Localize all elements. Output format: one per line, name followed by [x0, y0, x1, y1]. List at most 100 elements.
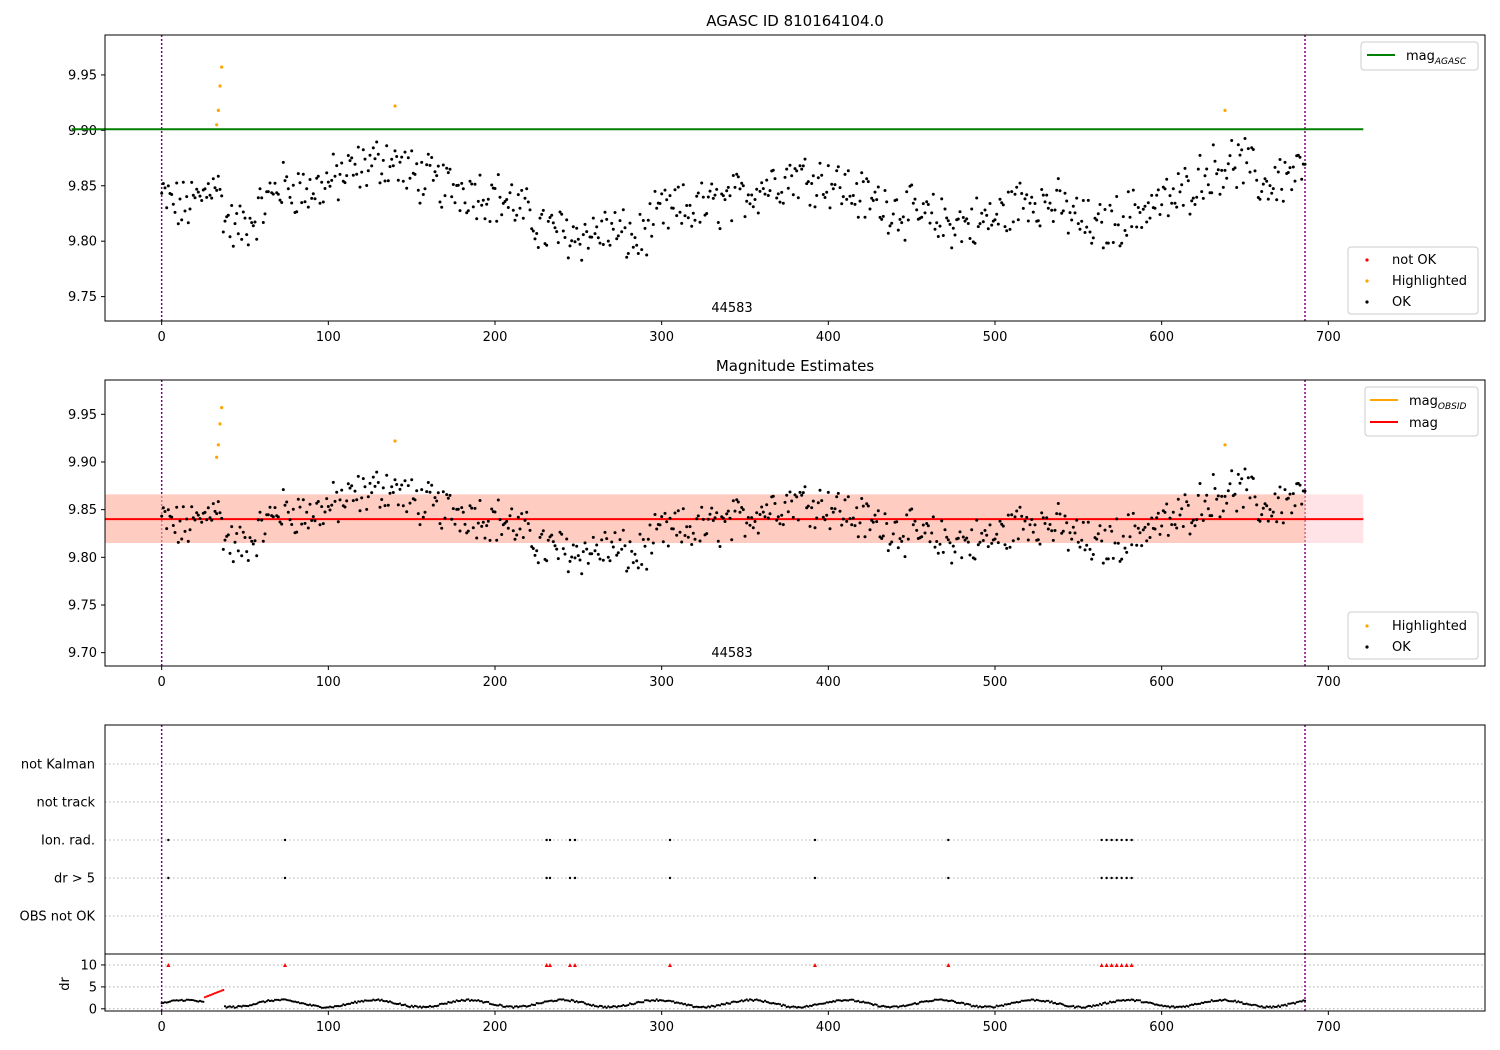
dr-point [417, 1006, 420, 1009]
dr-point [873, 1003, 877, 1006]
ok-point [995, 532, 999, 536]
dr-point [1253, 1003, 1257, 1006]
ok-point [800, 167, 804, 171]
ok-point [1186, 503, 1190, 507]
ok-point [1270, 191, 1274, 195]
ok-point [1266, 519, 1270, 523]
p1-xtick-label: 600 [1149, 330, 1174, 345]
ok-point [928, 221, 932, 225]
ok-point [868, 207, 872, 211]
dr-point [217, 990, 220, 994]
ok-point [738, 187, 742, 191]
ok-point [336, 198, 340, 202]
ok-point [671, 206, 675, 210]
ok-point [345, 499, 349, 503]
ok-point [881, 214, 885, 218]
ok-point [383, 504, 387, 508]
ok-point [250, 539, 254, 543]
dr-point [768, 1002, 772, 1005]
highlighted-point [215, 455, 219, 459]
ok-point [976, 225, 980, 229]
dr-point [518, 1005, 522, 1008]
ok-point [356, 145, 360, 149]
dr-point [737, 1000, 740, 1003]
ok-point [1058, 512, 1062, 516]
ok-point [1258, 519, 1262, 523]
ok-point [383, 179, 387, 183]
dr-point [608, 1006, 612, 1009]
dr-point [858, 1001, 862, 1004]
ok-point [826, 490, 830, 494]
ok-point [741, 184, 745, 188]
ok-point [520, 512, 524, 516]
ok-point [1236, 472, 1240, 476]
dr-point [928, 1000, 932, 1003]
dr-point [300, 1002, 303, 1005]
ok-point [1010, 513, 1014, 517]
ok-point [601, 558, 605, 562]
dr-point [1112, 1000, 1115, 1004]
ok-point [273, 181, 277, 185]
ok-point [680, 540, 684, 544]
p1-axes: 9.759.809.859.909.950 100 200 300 400 500 600 7… [68, 68, 1341, 345]
ok-point [813, 205, 817, 209]
ok-point [651, 223, 655, 226]
dr-point [1042, 999, 1045, 1003]
ok-point [645, 253, 649, 257]
ok-point [1121, 215, 1125, 219]
dr-point [653, 999, 657, 1003]
dr-point [468, 999, 472, 1003]
ok-point [561, 229, 565, 233]
dr-point [178, 999, 182, 1002]
dr-point [647, 999, 650, 1002]
ok-point [568, 244, 572, 248]
dr-point [745, 998, 748, 1001]
dr-point [410, 1004, 413, 1007]
ok-point [1288, 492, 1292, 496]
ok-point [875, 520, 879, 524]
ok-point [231, 244, 235, 248]
dr-point [283, 998, 287, 1001]
ok-point [906, 537, 910, 541]
dr-point [937, 998, 940, 1001]
dr-point [1182, 1005, 1185, 1008]
dr-point [780, 1004, 783, 1008]
ok-point [863, 215, 867, 219]
dr-point [632, 1003, 635, 1006]
dr-point [585, 1003, 588, 1006]
dr-point [223, 1005, 227, 1008]
ok-point [166, 508, 170, 512]
ok-point [496, 498, 500, 502]
ok-point [960, 240, 964, 244]
ok-point [1143, 525, 1147, 529]
ok-point [668, 194, 672, 198]
ok-point [1110, 529, 1114, 533]
dr-point [613, 1005, 617, 1008]
dr-point [1172, 1005, 1175, 1008]
dr-point [1082, 1006, 1085, 1009]
dr-point [667, 999, 670, 1002]
ok-point [535, 549, 539, 553]
dr-point [997, 1005, 1000, 1008]
ok-point [1131, 188, 1135, 192]
dr-point [1140, 1001, 1143, 1004]
ok-point [550, 533, 554, 537]
dr-point [723, 1003, 727, 1006]
dr-point [250, 1004, 253, 1007]
ok-point [1211, 143, 1215, 147]
ok-point [526, 200, 530, 204]
p2-legend-ok-label: OK [1392, 640, 1411, 655]
dr-point [462, 999, 465, 1002]
ok-point [1223, 168, 1227, 172]
ok-point [665, 520, 669, 524]
ok-point [560, 532, 564, 536]
dr-point [1115, 999, 1118, 1002]
dr-point [1298, 1000, 1302, 1003]
ok-point [335, 490, 339, 494]
ok-point [1043, 522, 1047, 525]
flag-label: not Kalman [21, 758, 95, 773]
ok-point [381, 486, 385, 490]
dr-point [617, 1005, 620, 1008]
ok-point [1053, 529, 1057, 532]
ok-point [966, 540, 970, 544]
